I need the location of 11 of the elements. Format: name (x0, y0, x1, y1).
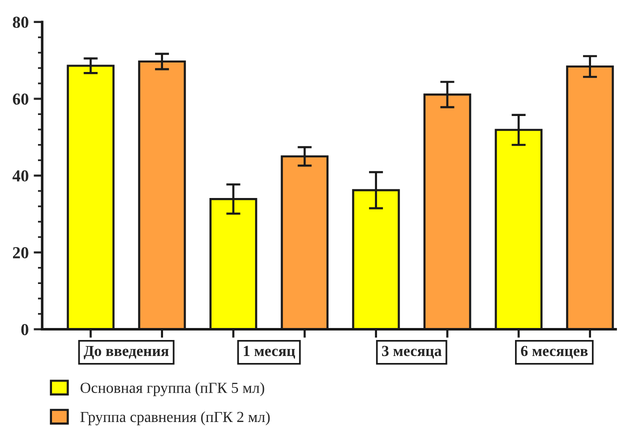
x-tick-label: 1 месяц (244, 346, 296, 359)
y-tick-label: 0 (21, 324, 28, 336)
x-tick-label: До введения (84, 346, 169, 360)
legend-label: Группа сравнения (пГК 2 мл) (80, 411, 270, 426)
y-tick-label: 80 (12, 16, 28, 28)
x-tick-label: 6 месяцев (520, 346, 588, 359)
y-tick-label: 60 (12, 93, 28, 105)
x-tick-label: 3 месяца (382, 346, 442, 359)
legend-label: Основная группа (пГК 5 мл) (80, 382, 264, 396)
y-tick-label: 20 (13, 247, 28, 258)
y-tick-label: 40 (12, 170, 28, 182)
